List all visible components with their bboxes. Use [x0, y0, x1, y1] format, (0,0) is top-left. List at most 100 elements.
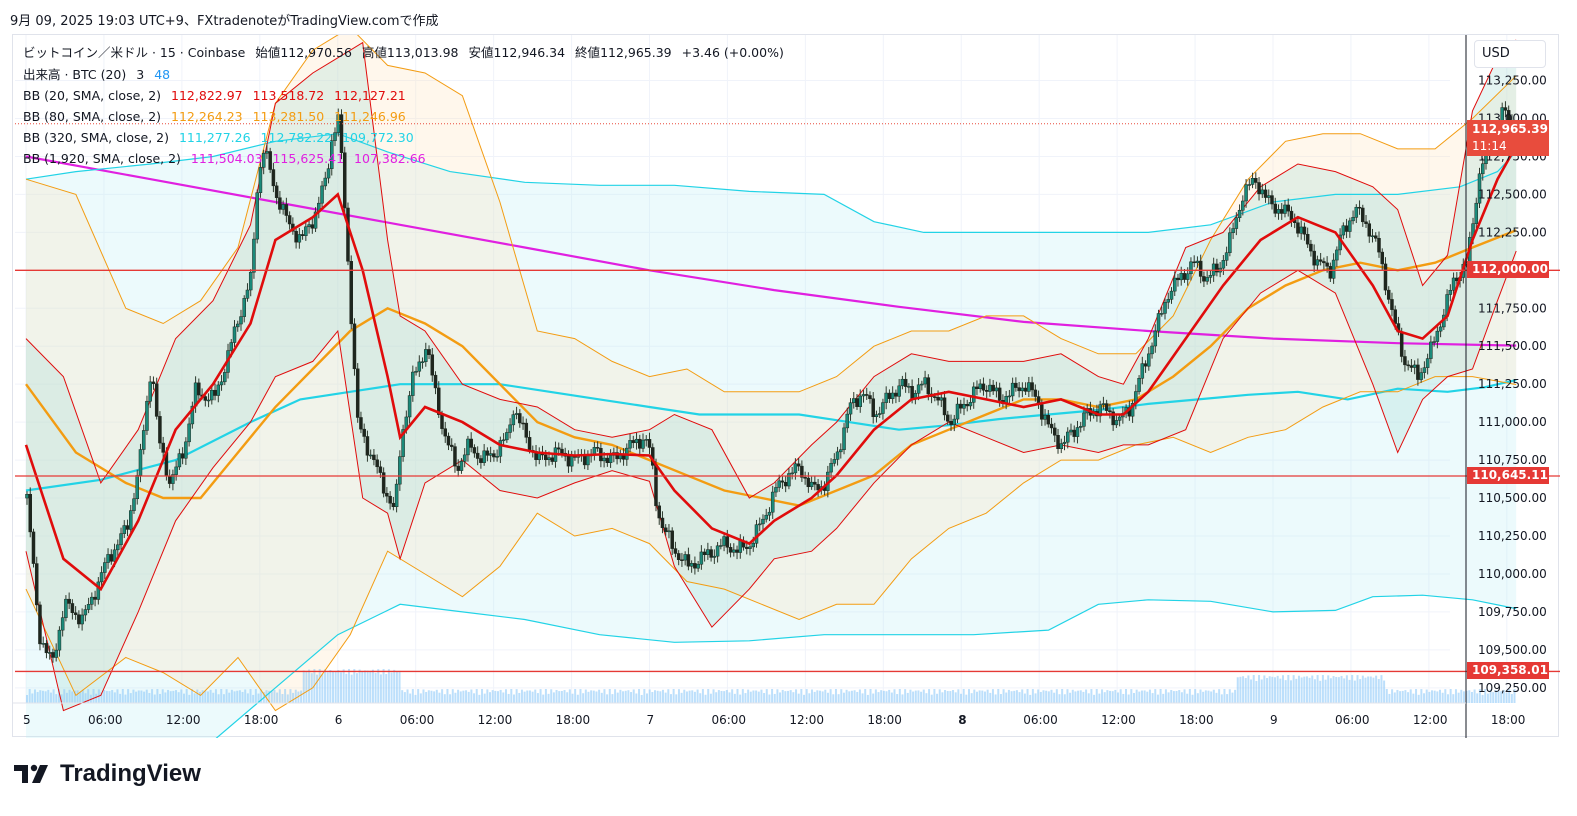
candle-body	[631, 440, 636, 444]
volume-bar	[1369, 676, 1372, 703]
volume-bar	[1194, 689, 1197, 703]
volume-bar	[797, 693, 800, 703]
volume-bar	[1356, 675, 1359, 703]
candle-body	[997, 387, 1002, 401]
candle-body	[248, 271, 253, 291]
candle-body	[1111, 411, 1115, 426]
volume-bar	[1053, 692, 1056, 703]
candle-body	[566, 455, 571, 467]
volume-bar	[1327, 675, 1330, 703]
volume-bar	[350, 674, 353, 703]
volume-bar	[528, 690, 531, 703]
bb1920-legend: BB (1,920, SMA, close, 2) 111,504.03 115…	[23, 151, 432, 166]
volume-bar	[361, 671, 364, 703]
tradingview-logo[interactable]: TradingView	[14, 760, 201, 788]
candle-body	[1241, 200, 1245, 211]
candle-body	[521, 422, 525, 425]
volume-bar	[771, 689, 774, 703]
volume-bar	[1220, 694, 1223, 703]
candle-body	[663, 527, 668, 533]
volume-bar	[1055, 689, 1058, 703]
candle-body	[271, 169, 276, 187]
volume-bar	[451, 689, 454, 703]
candle-body	[116, 544, 120, 551]
candle-body	[1328, 266, 1333, 279]
symbol-line: ビットコイン／米ドル · 15 · Coinbase	[23, 45, 246, 60]
volume-bar	[960, 693, 963, 703]
volume-bar	[1404, 690, 1407, 703]
candle-body	[544, 454, 548, 460]
volume-bar	[124, 694, 127, 703]
candle-body	[158, 416, 162, 444]
volume-bar	[1375, 675, 1378, 703]
candle-body	[362, 428, 366, 437]
volume-bar	[1117, 692, 1120, 703]
volume-bar	[1372, 677, 1375, 703]
volume-bar	[28, 689, 31, 703]
volume-bar	[885, 691, 888, 703]
candle-body	[689, 563, 694, 567]
candle-body	[1455, 277, 1459, 282]
volume-bar	[175, 690, 178, 703]
candle-body	[800, 465, 804, 478]
candle-body	[203, 396, 208, 401]
volume-bar	[630, 692, 633, 703]
candle-body	[1480, 163, 1485, 175]
volume-bar	[374, 672, 377, 703]
currency-button[interactable]: USD	[1474, 40, 1546, 68]
candle-body	[252, 238, 256, 273]
volume-bar	[297, 691, 300, 703]
volume-bar	[967, 689, 970, 703]
candle-body	[1403, 356, 1407, 366]
volume-bar	[752, 690, 755, 703]
volume-bar	[1484, 689, 1487, 703]
candle-body	[184, 441, 188, 459]
volume-bar	[930, 694, 933, 703]
volume-bar	[1383, 680, 1386, 703]
candle-body	[141, 430, 146, 450]
volume-bar	[983, 691, 986, 703]
candle-body	[167, 475, 172, 484]
candle-body	[368, 454, 373, 457]
candle-body	[1302, 226, 1307, 235]
open-value: 112,970.56	[280, 45, 352, 60]
candle-body	[638, 438, 642, 449]
candle-body	[556, 447, 561, 450]
volume-bar	[606, 694, 609, 703]
volume-bar	[1489, 689, 1492, 703]
volume-bar	[656, 690, 659, 703]
volume-bar	[515, 689, 518, 703]
candle-body	[767, 511, 772, 516]
candle-body	[1014, 382, 1018, 388]
volume-bar	[273, 689, 276, 703]
candle-body	[414, 370, 418, 373]
candle-body	[488, 453, 493, 456]
volume-bar	[1266, 678, 1269, 703]
y-tick-label: 113,250.00	[1478, 74, 1547, 88]
candle-body	[453, 446, 457, 467]
candle-body	[472, 447, 477, 454]
volume-bar	[65, 692, 68, 703]
candle-body	[456, 465, 460, 471]
chart-pane[interactable]: 113,250.00 113,000.00 112,750.00 112,500.00…	[12, 34, 1560, 738]
volume-bar	[190, 689, 193, 703]
candle-body	[83, 609, 88, 616]
volume-bar	[1045, 690, 1048, 703]
volume-bar	[1436, 691, 1439, 703]
candle-body	[103, 562, 107, 573]
y-tick-label: 110,750.00	[1478, 453, 1547, 467]
volume-bar	[563, 690, 566, 703]
y-tick-label: 111,250.00	[1478, 377, 1547, 391]
volume-bar	[736, 689, 739, 703]
candle-body	[923, 377, 927, 385]
volume-bar	[723, 691, 726, 703]
candle-body	[959, 403, 963, 409]
volume-bar	[776, 689, 779, 703]
volume-bar	[499, 689, 502, 703]
candle-body	[745, 546, 749, 549]
candle-body	[647, 439, 652, 448]
bb80-basis-line	[25, 229, 1517, 507]
volume-bar	[342, 669, 345, 703]
chart-svg[interactable]: 113,250.00113,000.00112,750.00112,500.00…	[13, 35, 1560, 738]
volume-bar	[624, 690, 627, 703]
